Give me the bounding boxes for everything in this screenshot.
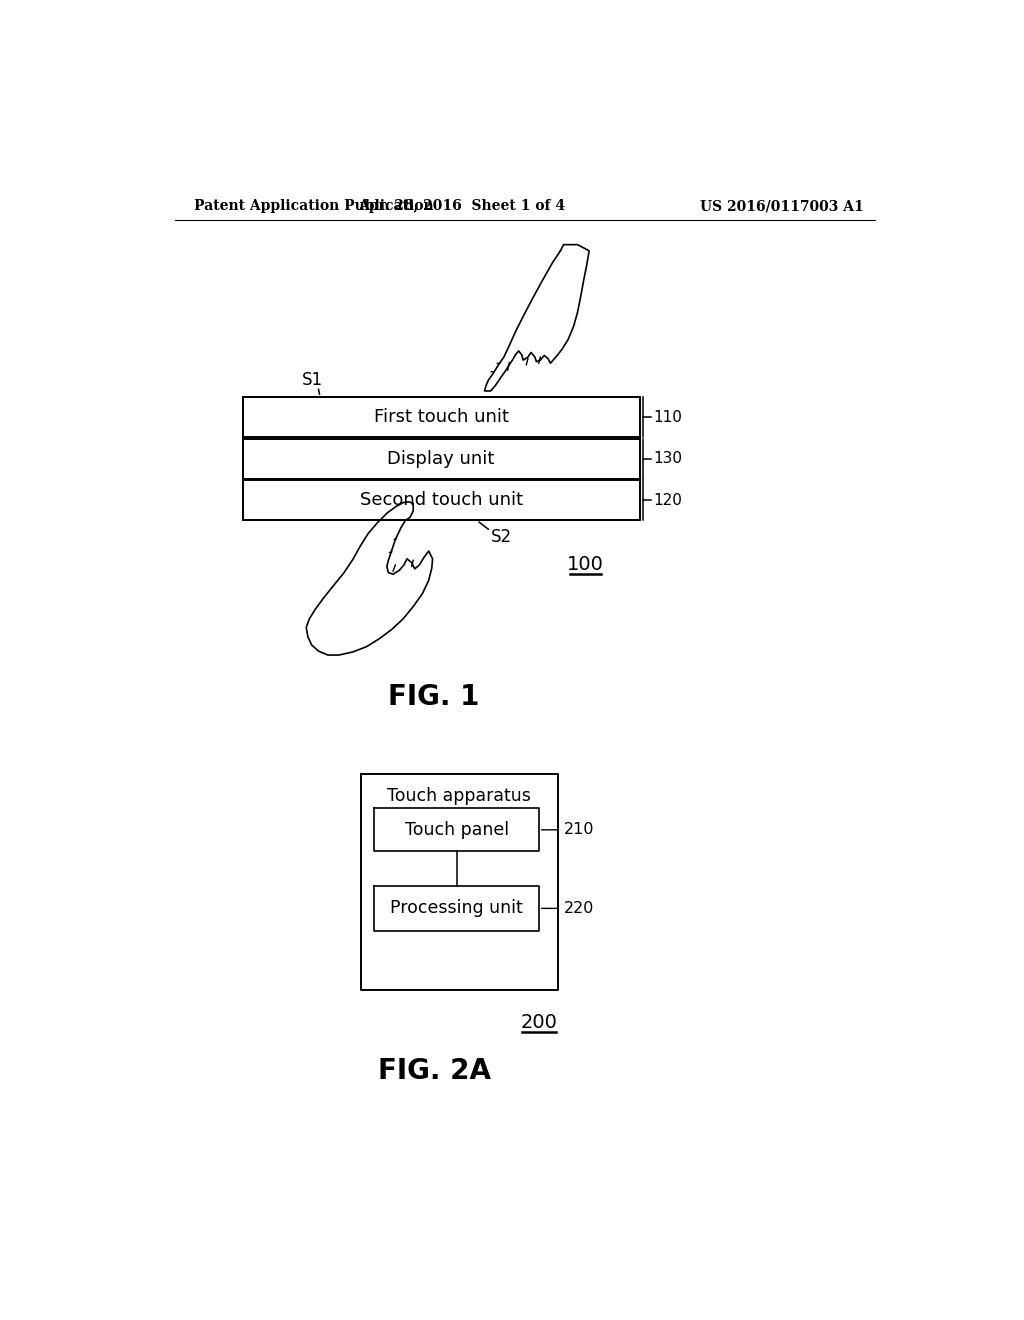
Text: 120: 120 xyxy=(653,492,682,508)
Text: S2: S2 xyxy=(490,528,512,546)
Text: Processing unit: Processing unit xyxy=(390,899,523,917)
Text: Touch apparatus: Touch apparatus xyxy=(387,787,531,805)
Text: 110: 110 xyxy=(653,409,682,425)
Text: Patent Application Publication: Patent Application Publication xyxy=(194,199,433,213)
Text: Touch panel: Touch panel xyxy=(404,821,509,838)
Text: US 2016/0117003 A1: US 2016/0117003 A1 xyxy=(700,199,864,213)
Text: Apr. 28, 2016  Sheet 1 of 4: Apr. 28, 2016 Sheet 1 of 4 xyxy=(357,199,565,213)
Text: FIG. 1: FIG. 1 xyxy=(388,684,480,711)
Text: 220: 220 xyxy=(563,900,594,916)
Text: 200: 200 xyxy=(520,1012,557,1032)
Text: Display unit: Display unit xyxy=(387,450,495,467)
Text: S1: S1 xyxy=(302,371,323,389)
Text: 100: 100 xyxy=(567,556,604,574)
Text: FIG. 2A: FIG. 2A xyxy=(378,1057,490,1085)
Text: First touch unit: First touch unit xyxy=(374,408,509,426)
Text: Second touch unit: Second touch unit xyxy=(359,491,522,510)
Text: 130: 130 xyxy=(653,451,682,466)
Text: 210: 210 xyxy=(563,822,594,837)
